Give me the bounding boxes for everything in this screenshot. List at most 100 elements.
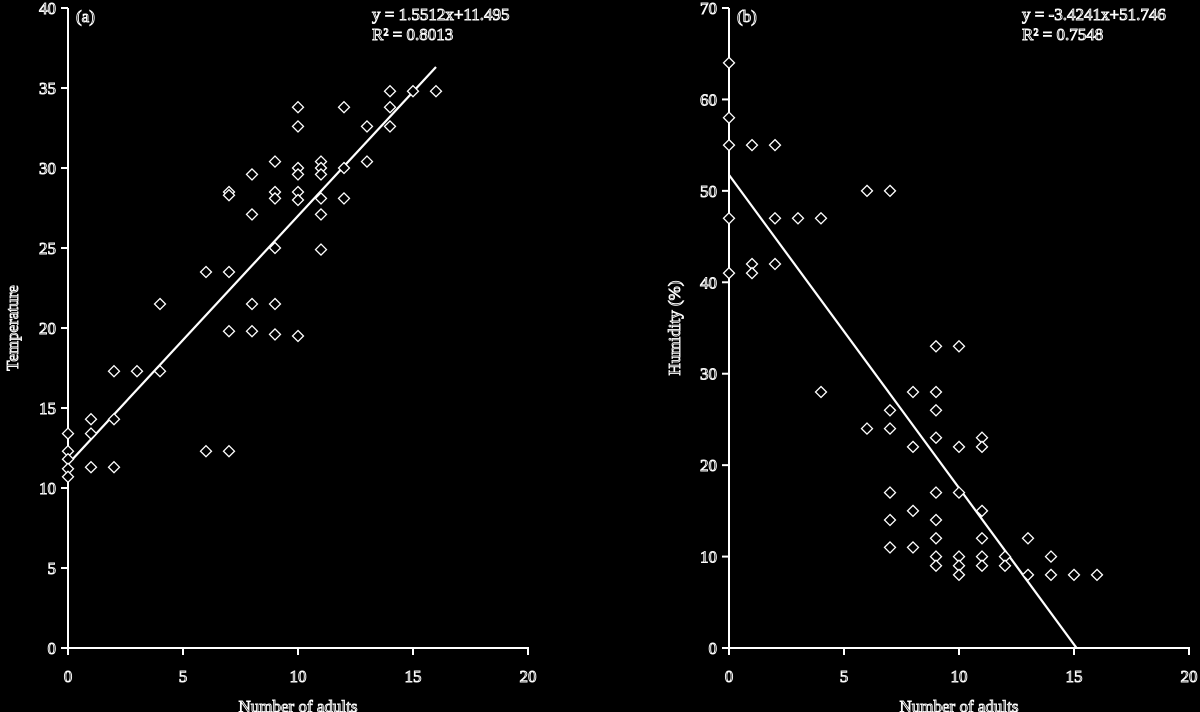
data-point-diamond [314,243,328,257]
y-tick-label: 10 [700,548,717,567]
data-point-diamond [268,241,282,255]
data-point-diamond [84,412,98,426]
data-point-diamond [245,324,259,338]
data-point-diamond [61,470,75,484]
data-point-diamond [998,559,1012,573]
data-point-diamond [1090,568,1104,582]
data-point-diamond [952,486,966,499]
data-point-diamond [1044,550,1058,563]
data-point-diamond [245,167,259,181]
panel-label: (a) [76,7,95,26]
data-point-diamond [222,324,236,338]
data-point-diamond [130,364,144,378]
data-point-diamond [745,266,759,280]
data-point-diamond [883,513,897,527]
data-point-diamond [883,541,897,554]
data-point-diamond [107,412,121,426]
data-point-diamond [929,559,943,573]
data-point-diamond [906,440,920,454]
y-axis-title: Humidity (%) [665,281,684,376]
data-point-diamond [268,155,282,169]
data-point-diamond [107,364,121,378]
data-point-diamond [61,427,75,441]
regression-equation: y = -3.4241x+51.746 [1022,5,1166,24]
data-point-diamond [268,327,282,341]
data-point-diamond [975,504,989,518]
data-point-diamond [1067,568,1081,582]
x-tick-label: 5 [179,667,188,686]
data-point-diamond [722,56,736,70]
y-tick-label: 70 [700,0,717,18]
data-point-diamond [975,440,989,454]
data-point-diamond [952,568,966,582]
panel-b-humidity-chart: 0 10 20 30 40 50 60 70 0 5 10 15 20 Number of adults H… [664,0,1198,712]
y-tick-label: 50 [700,182,717,201]
data-point-diamond [337,161,351,175]
x-axis-title: Number of adults [239,697,358,712]
data-point-diamond [383,100,397,114]
data-point-diamond [722,138,736,152]
panel-label: (b) [737,7,757,26]
trendline [67,66,437,465]
data-point-diamond [1021,531,1035,545]
data-point-diamond [199,444,213,458]
data-point-diamond [768,138,782,152]
data-point-diamond [975,531,989,545]
data-point-diamond [722,266,736,280]
x-tick-label: 15 [405,667,422,686]
r-squared-label: R² = 0.7548 [1022,25,1103,44]
data-point-diamond [222,265,236,279]
trendline [728,174,1078,649]
y-tick-label: 60 [700,90,717,109]
data-point-diamond [952,339,966,353]
data-point-diamond [291,193,305,207]
data-point-diamond [383,119,397,133]
panel-a-temperature-chart: 0 5 10 15 20 25 30 35 40 0 5 10 15 20 Number of adults… [2,0,536,712]
data-point-diamond [222,188,236,202]
data-point-diamond [929,531,943,545]
x-tick-label: 0 [64,667,73,686]
data-point-diamond [360,119,374,133]
y-axis-title: Temperature [3,285,22,371]
data-point-diamond [222,444,236,458]
regression-equation: y = 1.5512x+11.495 [372,5,510,24]
data-point-diamond [722,111,736,125]
data-point-diamond [291,329,305,343]
data-point-diamond [153,364,167,378]
data-point-diamond [199,265,213,279]
data-point-diamond [107,460,121,474]
y-tick-label: 25 [39,239,56,258]
y-tick-label: 10 [39,479,56,498]
data-point-diamond [929,486,943,499]
data-point-diamond [929,339,943,353]
x-tick-label: 15 [1066,667,1083,686]
data-point-diamond [291,100,305,114]
data-point-diamond [929,513,943,527]
data-point-diamond [1021,568,1035,582]
data-point-diamond [360,155,374,169]
data-point-diamond [791,211,805,225]
y-tick-label: 30 [39,159,56,178]
data-point-diamond [314,167,328,181]
data-point-diamond [883,184,897,198]
data-point-diamond [268,191,282,205]
data-point-diamond [314,191,328,205]
data-point-diamond [883,422,897,435]
data-point-diamond [814,385,828,399]
x-tick-label: 20 [1181,667,1198,686]
y-tick-label: 40 [700,273,717,292]
data-point-diamond [84,460,98,474]
data-point-diamond [814,211,828,225]
data-point-diamond [860,422,874,435]
x-tick-label: 10 [951,667,968,686]
data-point-diamond [245,297,259,311]
y-tick-label: 5 [48,559,57,578]
data-point-diamond [768,211,782,225]
y-tick-label: 0 [48,639,57,658]
y-tick-label: 35 [39,79,56,98]
data-point-diamond [906,385,920,399]
data-point-diamond [1044,568,1058,582]
data-point-diamond [406,84,420,98]
y-tick-label: 40 [39,0,56,18]
data-point-diamond [906,504,920,518]
